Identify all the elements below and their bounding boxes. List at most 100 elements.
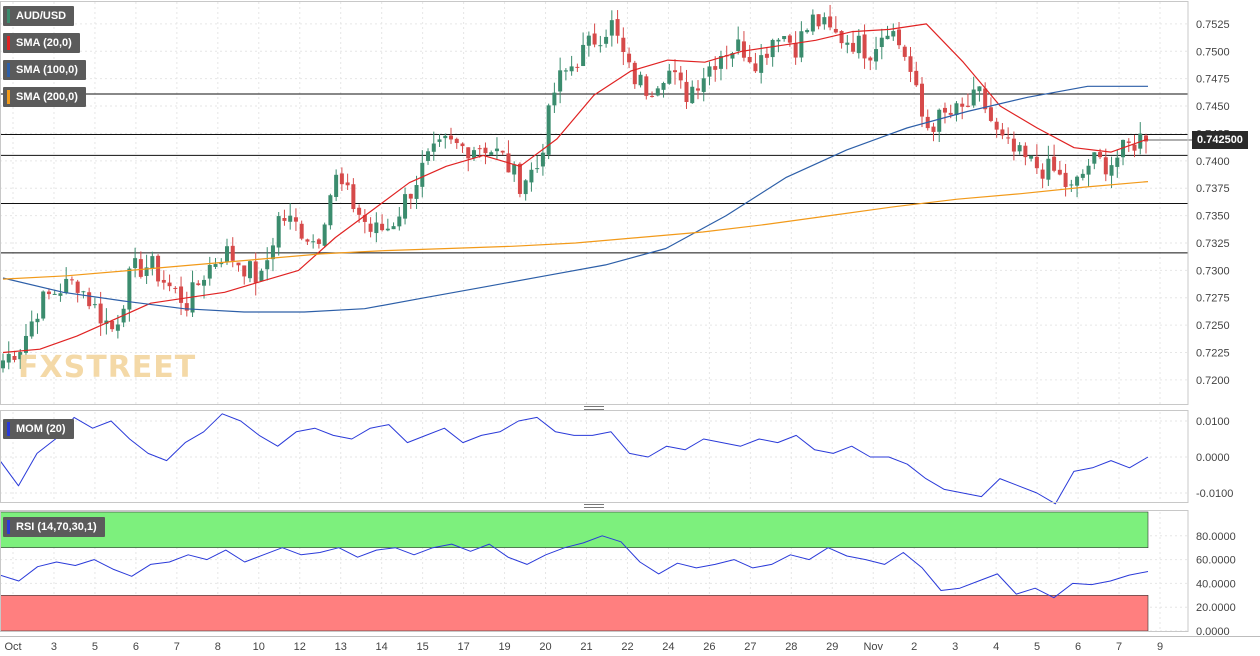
candle (856, 29, 861, 59)
candle (6, 341, 11, 370)
candle-body (523, 180, 528, 195)
legend-sma20-label: SMA (20,0) (16, 37, 72, 49)
candle (489, 150, 494, 156)
candle (1132, 134, 1137, 158)
x-tick-label: 3 (952, 641, 958, 653)
candle-body (69, 279, 74, 281)
price-tick-label: 0.7450 (1196, 101, 1230, 113)
legend-mom[interactable]: MOM (20) (3, 419, 74, 439)
candle (426, 148, 431, 165)
candle (236, 262, 241, 272)
rsi-tick-label: 60.0000 (1196, 555, 1236, 567)
candle-body (604, 36, 609, 44)
watermark-logo: FXSTREET (18, 350, 197, 385)
candle-body (368, 223, 373, 232)
candle (374, 212, 379, 243)
candle-body (1126, 141, 1131, 143)
candle (879, 28, 884, 60)
price-tick-label: 0.7325 (1196, 238, 1230, 250)
pane-splitter-1[interactable] (584, 406, 604, 407)
x-tick-label: 5 (1034, 641, 1040, 653)
candle (569, 55, 574, 76)
candle-body (695, 88, 700, 91)
candle (247, 259, 252, 283)
candle (207, 256, 212, 286)
candle (190, 270, 195, 318)
rsi-tick-label: 20.0000 (1196, 602, 1236, 614)
candle-body (133, 258, 138, 269)
candle (1075, 175, 1080, 198)
candle (724, 45, 729, 70)
horizontal-levels (0, 93, 1192, 254)
candle-body (529, 169, 534, 183)
candle (98, 291, 103, 336)
candle (718, 50, 723, 81)
candle-body (339, 173, 344, 185)
candle-body (391, 226, 396, 230)
candle (104, 308, 109, 335)
x-tick-label: 6 (1075, 641, 1081, 653)
candle-body (219, 262, 224, 265)
price-tick-label: 0.7475 (1196, 74, 1230, 86)
legend-mom-label: MOM (20) (16, 423, 66, 435)
candle (965, 93, 970, 108)
legend-sma200[interactable]: SMA (200,0) (3, 87, 86, 107)
candle-body (18, 352, 23, 360)
candle-body (1132, 144, 1137, 151)
legend-sma100[interactable]: SMA (100,0) (3, 60, 86, 80)
legend-rsi-label: RSI (14,70,30,1) (16, 521, 97, 533)
x-tick-label: 29 (826, 641, 838, 653)
pane-splitter-2[interactable] (584, 504, 604, 505)
candle (971, 76, 976, 108)
pane-splitter-1b[interactable] (584, 409, 604, 410)
candle-body (92, 304, 97, 306)
candle (46, 288, 51, 300)
candle (1121, 139, 1126, 166)
candle-body (965, 105, 970, 107)
rsi-tick-label: 40.0000 (1196, 578, 1236, 590)
candle (517, 162, 522, 198)
candle (339, 167, 344, 191)
candle-body (299, 223, 304, 239)
legend-symbol[interactable]: AUD/USD (3, 6, 75, 26)
candle-body (420, 162, 425, 187)
candle-body (569, 66, 574, 72)
candle-body (753, 63, 758, 72)
candle-body (741, 41, 746, 58)
candle-body (374, 222, 379, 234)
candle-body (1029, 155, 1034, 159)
candle (92, 297, 97, 309)
candle (133, 247, 138, 278)
candle-body (52, 293, 57, 295)
candle (408, 193, 413, 209)
candle (397, 207, 402, 231)
candle (1029, 155, 1034, 162)
candle-body (138, 259, 143, 277)
candle (822, 12, 827, 30)
candle-body (667, 70, 672, 84)
x-tick-label: 28 (785, 641, 797, 653)
rsi-tick-label: 80.0000 (1196, 531, 1236, 543)
sma100-swatch (7, 63, 10, 77)
candle (627, 47, 632, 69)
candle (449, 127, 454, 144)
legend-sma20[interactable]: SMA (20,0) (3, 33, 80, 53)
candle (810, 9, 815, 36)
x-tick-label: 19 (498, 641, 510, 653)
x-tick-label: Oct (4, 641, 21, 653)
candle-body (678, 72, 683, 81)
candle-body (937, 109, 942, 132)
candle (535, 155, 540, 173)
candle-body (380, 223, 385, 231)
candle-body (563, 70, 568, 72)
candle-body (1075, 176, 1080, 186)
pane-border-2 (0, 510, 1189, 632)
candle-body (156, 255, 161, 282)
x-tick-label: 7 (174, 641, 180, 653)
candle-body (184, 303, 189, 311)
legend-rsi[interactable]: RSI (14,70,30,1) (3, 517, 105, 537)
pane-splitter-2b[interactable] (584, 507, 604, 508)
candle (64, 267, 69, 295)
symbol-swatch (7, 9, 10, 23)
